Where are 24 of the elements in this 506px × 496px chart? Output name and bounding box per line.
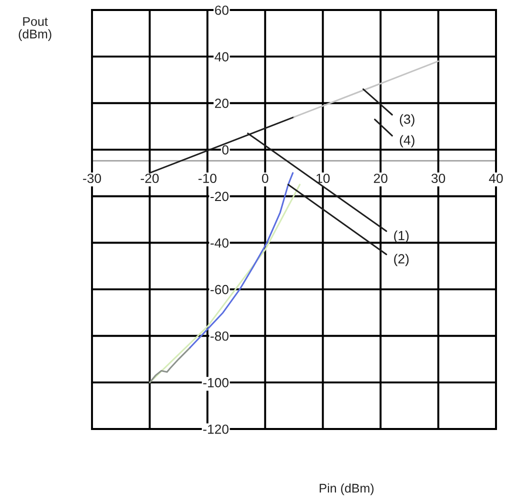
x-tick-label: 0	[262, 174, 268, 184]
y-tick-label: -60	[210, 284, 229, 294]
y-tick-label: -80	[210, 331, 229, 341]
x-tick-label: 40	[488, 174, 503, 184]
series-label: (1)	[394, 230, 409, 243]
x-tick-label: 10	[316, 174, 330, 184]
y-tick-label: 60	[215, 6, 229, 15]
y-tick-label: -20	[210, 192, 229, 202]
y-axis-title: Pout (dBm)	[18, 17, 52, 41]
x-tick-label: -10	[198, 174, 216, 184]
x-tick-label: 20	[374, 174, 388, 184]
y-tick-label: 20	[215, 98, 229, 108]
x-tick-label: -30	[83, 174, 102, 184]
y-tick-label: 0	[222, 145, 229, 155]
x-axis-title: Pin (dBm)	[320, 483, 374, 496]
series-label: (3)	[400, 114, 414, 126]
y-tick-label: 40	[214, 52, 229, 62]
series-label: (4)	[400, 135, 414, 148]
y-tick-label: -120	[203, 424, 229, 434]
y-tick-label: -100	[203, 378, 229, 388]
x-tick-label: 30	[431, 174, 446, 184]
y-tick-label: -40	[210, 238, 229, 248]
x-tick-label: -20	[140, 174, 159, 184]
series-label: (2)	[394, 254, 409, 266]
